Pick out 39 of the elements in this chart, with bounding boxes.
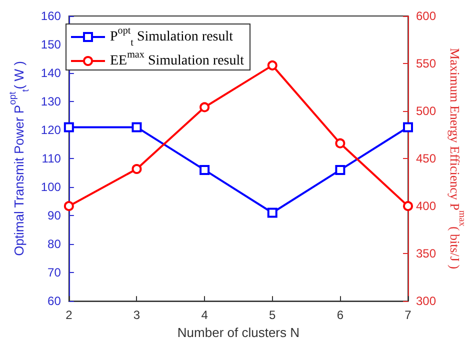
x-tick-label: 2 xyxy=(66,308,73,322)
y2-axis-title: Maximum Energy Efficiency Pmax( bits/J ) xyxy=(448,48,466,270)
y-tick-label: 100 xyxy=(40,180,62,194)
point xyxy=(403,201,413,212)
y2-tick-label: 500 xyxy=(416,104,436,118)
y-tick-label: 130 xyxy=(40,94,62,109)
x-tick-label: 3 xyxy=(133,308,140,322)
y2-tick-label: 400 xyxy=(416,199,436,214)
y2-tick-label: 450 xyxy=(416,152,436,166)
y-tick-label: 70 xyxy=(48,266,62,280)
y-axis-title: Optimal Transmit Power Poptt( W ) xyxy=(8,61,30,256)
y-tick-label: 120 xyxy=(40,123,62,138)
y-tick-label: 90 xyxy=(48,208,62,223)
y2-tick-label: 550 xyxy=(416,56,436,71)
point xyxy=(267,208,278,218)
x-tick-label: 7 xyxy=(404,308,412,322)
point xyxy=(200,164,210,175)
point xyxy=(403,122,413,132)
x-tick-label: 5 xyxy=(269,308,276,322)
y2-tick-label: 600 xyxy=(416,9,436,23)
y-tick-label: 160 xyxy=(40,9,62,23)
y-tick-label: 150 xyxy=(40,38,62,52)
x-tick-label: 6 xyxy=(336,308,344,322)
y-tick-label: 80 xyxy=(48,237,62,252)
y2-tick-label: 350 xyxy=(416,246,436,261)
x-axis-title: Number of clusters N xyxy=(177,325,300,340)
point xyxy=(132,122,142,132)
point xyxy=(132,164,142,174)
x-tick-label: 4 xyxy=(201,308,208,322)
point xyxy=(267,60,278,70)
y-tick-label: 60 xyxy=(48,294,62,308)
point xyxy=(335,164,346,175)
y2-tick-label: 300 xyxy=(416,294,436,308)
point xyxy=(64,201,74,212)
y-tick-label: 110 xyxy=(42,152,62,166)
point xyxy=(64,122,74,132)
y-tick-label: 140 xyxy=(40,66,62,80)
point xyxy=(200,102,210,112)
point xyxy=(335,138,346,148)
